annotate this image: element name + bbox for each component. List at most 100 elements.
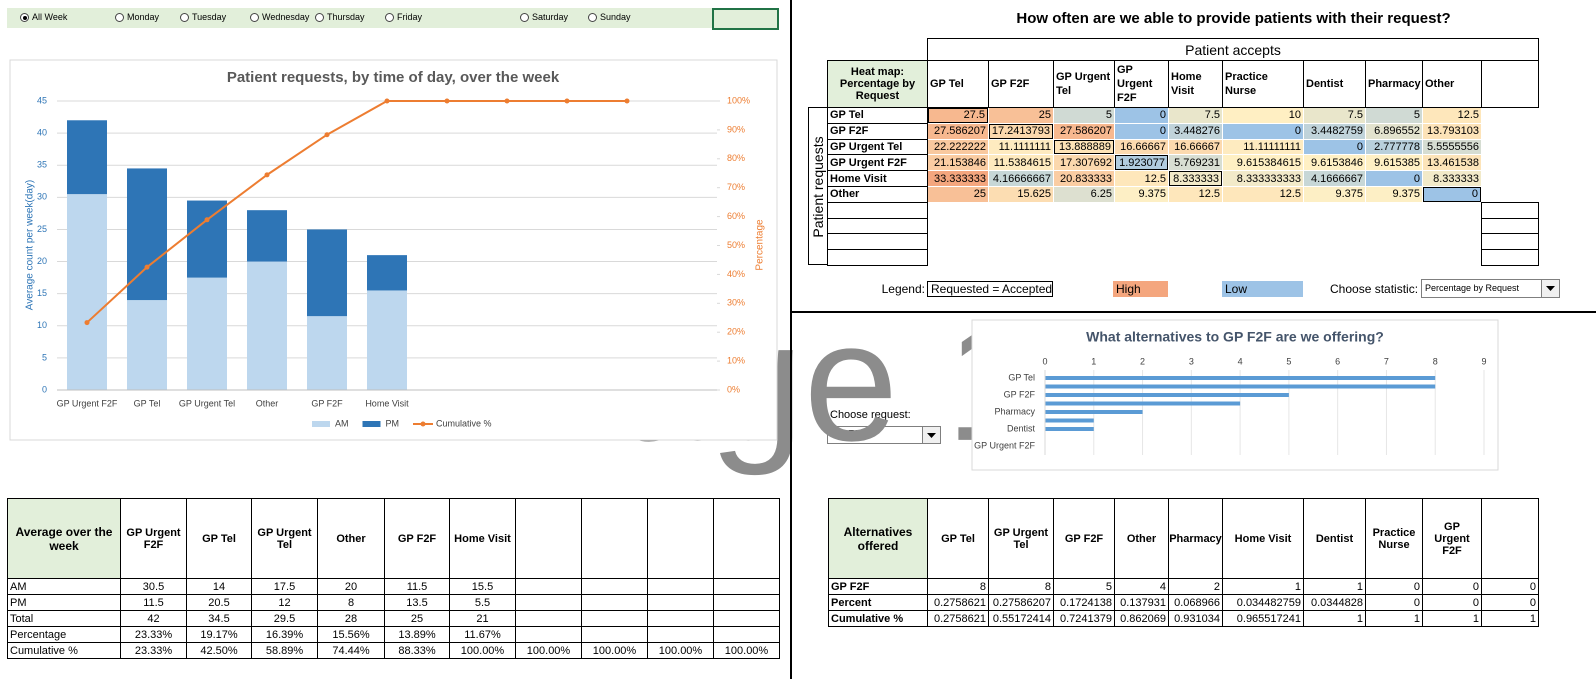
- cell: [647, 578, 714, 595]
- heat-cell: 22.222222: [928, 139, 988, 155]
- statistic-label: Choose statistic:: [1330, 282, 1419, 296]
- y-tick-label: 30: [37, 192, 47, 202]
- cell: 20.5: [186, 594, 252, 611]
- x-tick-label: GP Urgent F2F: [57, 398, 118, 408]
- dropdown[interactable]: Percentage by Request: [1421, 279, 1560, 298]
- radio-label[interactable]: Wednesday: [262, 12, 310, 22]
- header-cell: Home Visit: [449, 498, 516, 579]
- column-header: [1481, 60, 1539, 108]
- cell: 19.17%: [186, 626, 252, 643]
- radio[interactable]: [315, 13, 324, 22]
- radio-label[interactable]: Sunday: [600, 12, 631, 22]
- heat-cell: 5: [1054, 108, 1114, 123]
- heat-cell: 17.307692: [1054, 155, 1114, 171]
- y-tick-label: GP Tel: [1008, 372, 1035, 382]
- x-tick-label: 4: [1238, 356, 1243, 366]
- heat-cell: 12.5: [1423, 108, 1481, 123]
- cell: 14: [186, 578, 252, 595]
- empty-cell: [827, 201, 928, 219]
- empty-cell: [827, 233, 928, 251]
- dropdown-arrow[interactable]: [1541, 279, 1560, 298]
- heat-cell: 7.5: [1304, 108, 1365, 123]
- y-tick-label: Dentist: [1007, 423, 1036, 433]
- header-cell: GP F2F: [1053, 498, 1115, 579]
- header-cell: Practice Nurse: [1365, 498, 1423, 579]
- cell: 0: [1422, 594, 1482, 611]
- heat-cell: 12.5: [1169, 187, 1222, 202]
- y2-tick-label: 10%: [727, 355, 745, 365]
- radio-label[interactable]: Thursday: [327, 12, 365, 22]
- radio-label[interactable]: Friday: [397, 12, 423, 22]
- y2-tick-label: 40%: [727, 269, 745, 279]
- row-label: Home Visit: [827, 170, 928, 187]
- heat-cell: 9.6153846: [1304, 155, 1365, 171]
- cell: 23.33%: [120, 642, 187, 659]
- heat-cell: 13.888889: [1054, 139, 1114, 155]
- radio-label[interactable]: Tuesday: [192, 12, 227, 22]
- cell: [713, 610, 780, 627]
- row-label: Percent: [828, 594, 928, 611]
- cell: 42: [120, 610, 187, 627]
- empty-cell: [1481, 249, 1539, 266]
- bar: [1045, 384, 1436, 389]
- row-label: PM: [7, 594, 121, 611]
- header-cell: [713, 498, 780, 579]
- radio-label[interactable]: All Week: [32, 12, 68, 22]
- empty-cell: [1481, 201, 1539, 219]
- legend-swatch: [362, 421, 381, 427]
- heat-cell: 3.448276: [1169, 123, 1222, 139]
- cell: 0.0344828: [1303, 594, 1366, 611]
- heat-cell: 15.625: [989, 187, 1053, 202]
- y-tick-label: 5: [42, 352, 47, 362]
- cell: [515, 578, 582, 595]
- header-cell: GP F2F: [384, 498, 450, 579]
- header-cell: [581, 498, 648, 579]
- header-cell: GP Tel: [186, 498, 252, 579]
- cell: 100.00%: [647, 642, 714, 659]
- radio[interactable]: [385, 13, 394, 22]
- radio-label[interactable]: Saturday: [532, 12, 569, 22]
- heat-cell: 12.5: [1223, 187, 1303, 202]
- y-axis-label: Average count per week(day): [25, 180, 36, 310]
- cell: [581, 578, 648, 595]
- cell: 1: [1303, 610, 1366, 627]
- cell: 0.27586207: [988, 594, 1054, 611]
- y-tick-label: Pharmacy: [994, 406, 1035, 416]
- dropdown-arrow[interactable]: [922, 426, 941, 444]
- cell: 0.137931: [1114, 594, 1169, 611]
- heatmap-title: How often are we able to provide patient…: [987, 8, 1480, 28]
- radio[interactable]: [180, 13, 189, 22]
- y-tick-label: 10: [37, 320, 47, 330]
- header-cell: [1481, 498, 1539, 579]
- heat-cell: 16.66667: [1169, 139, 1222, 155]
- cell: 100.00%: [581, 642, 648, 659]
- cell: [713, 626, 780, 643]
- heat-cell: 8.333333333: [1223, 171, 1303, 186]
- y2-tick-label: 70%: [727, 182, 745, 192]
- cell: 16.39%: [251, 626, 318, 643]
- column-header: GP Urgent F2F: [1114, 60, 1169, 108]
- header-cell: Pharmacy: [1168, 498, 1223, 579]
- request-label: Choose request:: [830, 409, 911, 421]
- heat-cell: 3.4482759: [1304, 123, 1365, 139]
- heat-cell: 7.5: [1169, 108, 1222, 123]
- y-tick-label: GP F2F: [1004, 389, 1036, 399]
- radio[interactable]: [20, 13, 29, 22]
- heat-cell: 8.333333: [1423, 171, 1481, 186]
- radio-label[interactable]: Monday: [127, 12, 160, 22]
- radio[interactable]: [520, 13, 529, 22]
- bar: [1045, 418, 1094, 423]
- radio[interactable]: [115, 13, 124, 22]
- heat-cell: 11.1111111: [989, 139, 1053, 155]
- cell: 0.1724138: [1053, 594, 1115, 611]
- line-marker: [624, 98, 630, 104]
- row-label: Other: [827, 186, 928, 203]
- cell: 0.931034: [1168, 610, 1223, 627]
- cell: 34.5: [186, 610, 252, 627]
- radio[interactable]: [250, 13, 259, 22]
- cell: 23.33%: [120, 626, 187, 643]
- heat-cell: 25: [928, 187, 988, 202]
- heat-cell: 1.923077: [1115, 155, 1168, 171]
- cell: 100.00%: [515, 642, 582, 659]
- radio[interactable]: [588, 13, 597, 22]
